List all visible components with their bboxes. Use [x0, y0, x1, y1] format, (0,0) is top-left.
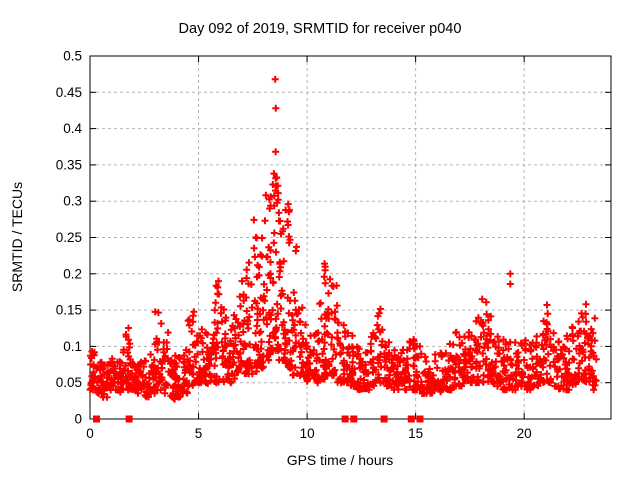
y-tick-label: 0.15: [56, 303, 82, 318]
zero-flag-square-marker: [341, 415, 349, 423]
x-tick-label: 20: [517, 426, 532, 441]
zero-flag-square-marker: [416, 415, 424, 423]
tick-labels: 0 5 10 15 20 0 0.05 0.1 0.15 0.2 0.25 0.3 0.35 0.4 0.4…: [56, 49, 532, 442]
zero-flag-square-marker: [407, 415, 415, 423]
zero-flag-square-marker: [350, 415, 358, 423]
x-tick-label: 5: [195, 426, 203, 441]
y-tick-label: 0.1: [63, 339, 82, 354]
x-tick-label: 10: [300, 426, 315, 441]
zero-flag-square-marker: [380, 415, 388, 423]
y-tick-label: 0: [74, 412, 82, 427]
x-tick-label: 0: [86, 426, 94, 441]
zero-flag-square-marker: [125, 415, 133, 423]
chart-title: Day 092 of 2019, SRMTID for receiver p04…: [179, 21, 462, 37]
data-points: [86, 75, 600, 423]
y-tick-label: 0.2: [63, 266, 82, 281]
y-tick-label: 0.5: [63, 49, 82, 64]
y-axis-label: SRMTID / TECUs: [9, 182, 25, 292]
y-tick-label: 0.35: [56, 157, 82, 172]
y-tick-label: 0.45: [56, 85, 82, 100]
y-tick-label: 0.05: [56, 375, 82, 390]
x-axis-label: GPS time / hours: [287, 452, 394, 468]
zero-flag-square-marker: [93, 415, 100, 423]
y-tick-label: 0.3: [63, 194, 82, 209]
x-tick-label: 15: [408, 426, 423, 441]
y-tick-label: 0.25: [56, 230, 82, 245]
scatter-plus-markers: [86, 75, 600, 403]
y-tick-label: 0.4: [63, 121, 82, 136]
